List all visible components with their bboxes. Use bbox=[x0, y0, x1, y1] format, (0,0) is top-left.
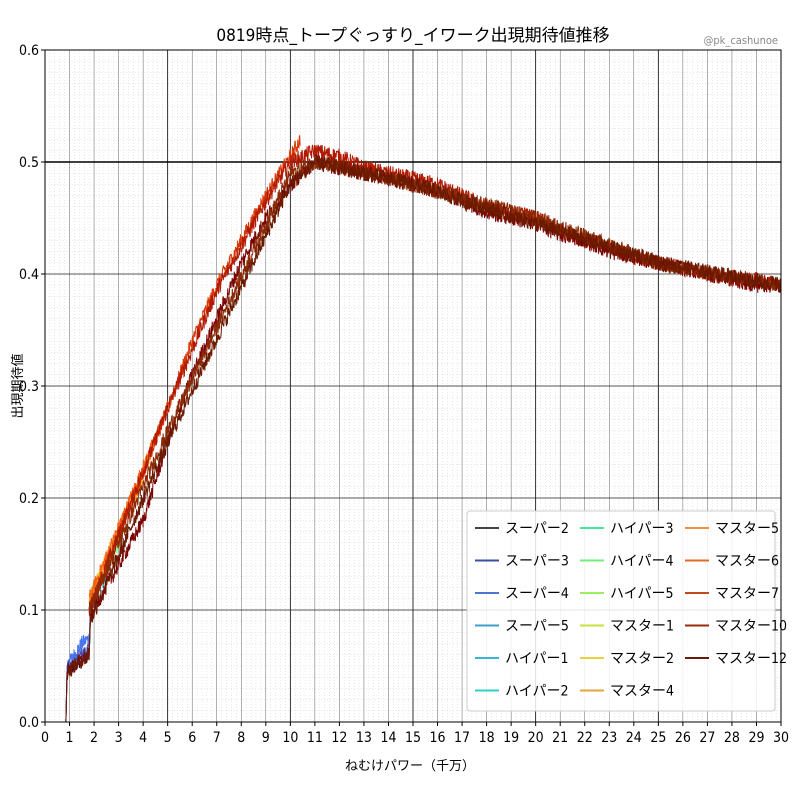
x-tick-label: 19 bbox=[503, 730, 519, 746]
x-tick-label: 9 bbox=[262, 730, 270, 746]
x-tick-label: 14 bbox=[380, 730, 396, 746]
x-tick-label: 11 bbox=[307, 730, 323, 746]
x-axis-label: ねむけパワー（千万） bbox=[345, 759, 475, 774]
x-tick-label: 13 bbox=[356, 730, 372, 746]
x-tick-label: 4 bbox=[139, 730, 147, 746]
x-tick-label: 3 bbox=[115, 730, 123, 746]
x-tick-label: 30 bbox=[773, 730, 789, 746]
x-tick-label: 0 bbox=[41, 730, 49, 746]
x-tick-label: 1 bbox=[66, 730, 74, 746]
legend-label: スーパー2 bbox=[505, 521, 569, 537]
legend-label: スーパー5 bbox=[505, 619, 569, 635]
x-tick-label: 27 bbox=[699, 730, 715, 746]
legend-label: スーパー3 bbox=[505, 554, 569, 570]
y-tick-label: 0.1 bbox=[19, 603, 39, 619]
legend-label: マスター12 bbox=[715, 651, 787, 667]
y-axis-ticks: 0.0 0.1 0.2 0.3 0.4 0.5 0.6 bbox=[19, 43, 45, 731]
x-tick-label: 12 bbox=[331, 730, 347, 746]
x-tick-label: 18 bbox=[479, 730, 495, 746]
series-line-マスター4 bbox=[88, 405, 169, 599]
legend-label: スーパー4 bbox=[505, 586, 569, 602]
series-line-マスター12 bbox=[45, 153, 782, 723]
x-tick-label: 6 bbox=[188, 730, 196, 746]
legend-label: マスター1 bbox=[610, 619, 674, 635]
x-tick-label: 7 bbox=[213, 730, 221, 746]
x-tick-label: 20 bbox=[528, 730, 544, 746]
y-tick-label: 0.6 bbox=[19, 43, 39, 59]
legend-label: マスター2 bbox=[610, 651, 674, 667]
legend: スーパー2 スーパー3 スーパー4 スーパー5 ハイパー1 ハイパー2 ハイパー3 ハイパー4… bbox=[466, 510, 787, 712]
x-tick-label: 23 bbox=[601, 730, 617, 746]
legend-label: ハイパー2 bbox=[505, 684, 568, 700]
legend-label: マスター7 bbox=[715, 586, 779, 602]
x-tick-label: 25 bbox=[650, 730, 666, 746]
y-tick-label: 0.5 bbox=[19, 155, 39, 171]
legend-label: マスター10 bbox=[715, 619, 787, 635]
x-tick-label: 26 bbox=[675, 730, 691, 746]
x-tick-label: 17 bbox=[454, 730, 470, 746]
x-tick-label: 29 bbox=[748, 730, 764, 746]
y-tick-label: 0.4 bbox=[19, 267, 39, 283]
legend-label: マスター4 bbox=[610, 684, 674, 700]
legend-box bbox=[466, 510, 776, 712]
legend-label: ハイパー3 bbox=[610, 521, 673, 537]
y-tick-label: 0.3 bbox=[19, 379, 39, 395]
chart-title: 0819時点_トープぐっすり_イワーク出現期待値推移 bbox=[216, 26, 609, 46]
y-tick-label: 0.2 bbox=[19, 491, 39, 507]
x-tick-label: 10 bbox=[282, 730, 298, 746]
x-tick-label: 8 bbox=[237, 730, 245, 746]
legend-label: マスター6 bbox=[715, 554, 779, 570]
x-tick-label: 21 bbox=[552, 730, 568, 746]
y-axis-label: 出現期待値 bbox=[10, 353, 26, 418]
x-tick-label: 28 bbox=[724, 730, 740, 746]
y-tick-label: 0.0 bbox=[19, 715, 39, 731]
legend-label: ハイパー1 bbox=[505, 651, 568, 667]
x-tick-label: 5 bbox=[164, 730, 172, 746]
x-tick-label: 24 bbox=[626, 730, 642, 746]
watermark: @pk_cashunoe bbox=[704, 34, 779, 47]
legend-label: ハイパー4 bbox=[610, 554, 673, 570]
legend-label: ハイパー5 bbox=[610, 586, 673, 602]
x-tick-label: 15 bbox=[405, 730, 421, 746]
x-tick-label: 22 bbox=[577, 730, 593, 746]
x-tick-label: 2 bbox=[90, 730, 98, 746]
x-tick-label: 16 bbox=[430, 730, 446, 746]
legend-label: マスター5 bbox=[715, 521, 779, 537]
x-axis-ticks: 0 1 2 3 4 5 6 7 8 9 10 11 12 13 14 15 16 17 18 19 20 21 22 23 24… bbox=[41, 722, 789, 746]
